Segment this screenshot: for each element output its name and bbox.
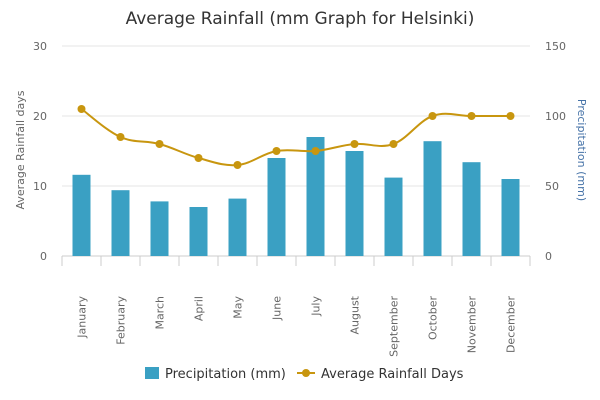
x-tick-label: July	[310, 296, 323, 317]
x-tick-label: November	[466, 296, 479, 354]
precipitation-bar[interactable]	[189, 207, 208, 256]
chart-title: Average Rainfall (mm Graph for Helsinki)	[126, 9, 475, 29]
rainfall-days-line-path	[80, 108, 511, 167]
precipitation-bars	[72, 137, 520, 256]
precipitation-bar[interactable]	[111, 190, 130, 256]
rainfall-days-point[interactable]	[428, 112, 437, 120]
x-tick-label: October	[427, 296, 440, 340]
legend-rainfall-days-label[interactable]: Average Rainfall Days	[321, 367, 464, 382]
left-tick-label: 0	[40, 250, 47, 263]
right-tick-label: 0	[545, 250, 552, 263]
precipitation-bar[interactable]	[267, 158, 286, 256]
precipitation-bar[interactable]	[384, 177, 403, 256]
x-tick-label: August	[349, 295, 362, 334]
right-tick-label: 50	[545, 180, 559, 193]
rainfall-days-point[interactable]	[506, 112, 515, 120]
left-tick-label: 20	[33, 110, 47, 123]
precipitation-bar[interactable]	[423, 141, 442, 256]
left-tick-label: 10	[33, 180, 47, 193]
right-axis-ticks: 0 50 100 150	[545, 40, 566, 263]
precipitation-bar[interactable]	[228, 198, 247, 256]
rainfall-days-point[interactable]	[311, 147, 320, 155]
left-tick-label: 30	[33, 40, 47, 53]
precipitation-bar[interactable]	[306, 137, 325, 256]
left-axis-ticks: 0 10 20 30	[33, 40, 47, 263]
x-tick-label: March	[154, 296, 167, 330]
grid-lines	[61, 45, 531, 266]
right-axis-title: Precipitation (mm)	[575, 99, 588, 201]
rainfall-days-point[interactable]	[272, 147, 281, 155]
rainfall-days-line	[77, 105, 515, 169]
x-tick-label: September	[388, 296, 401, 357]
precipitation-bar[interactable]	[72, 174, 91, 256]
rainfall-days-point[interactable]	[77, 105, 86, 113]
right-tick-label: 100	[545, 110, 566, 123]
x-tick-label: December	[505, 296, 518, 354]
left-axis-title: Average Rainfall days	[14, 90, 27, 209]
legend-precipitation-label[interactable]: Precipitation (mm)	[165, 367, 286, 382]
precipitation-bar[interactable]	[501, 179, 520, 256]
rainfall-days-point[interactable]	[194, 154, 203, 162]
x-tick-label: April	[193, 296, 206, 321]
x-axis-labels: January February March April May June July Augu…	[76, 295, 518, 356]
legend: Precipitation (mm) Average Rainfall Days	[145, 367, 464, 382]
precipitation-bar[interactable]	[345, 151, 364, 256]
rainfall-days-point[interactable]	[155, 140, 164, 148]
x-tick-label: May	[232, 296, 245, 319]
rainfall-days-point[interactable]	[467, 112, 476, 120]
x-tick-label: June	[271, 296, 284, 321]
x-tick-label: January	[76, 296, 89, 339]
legend-rainfall-days-marker[interactable]	[302, 369, 310, 377]
x-tick-label: February	[115, 296, 128, 345]
rainfall-days-point[interactable]	[233, 161, 242, 169]
precipitation-bar[interactable]	[462, 162, 481, 256]
right-tick-label: 150	[545, 40, 566, 53]
precipitation-bar[interactable]	[150, 201, 169, 256]
rainfall-days-point[interactable]	[116, 133, 125, 141]
rainfall-days-point[interactable]	[350, 140, 359, 148]
legend-precipitation-swatch[interactable]	[145, 367, 159, 379]
rainfall-days-point[interactable]	[389, 140, 398, 148]
